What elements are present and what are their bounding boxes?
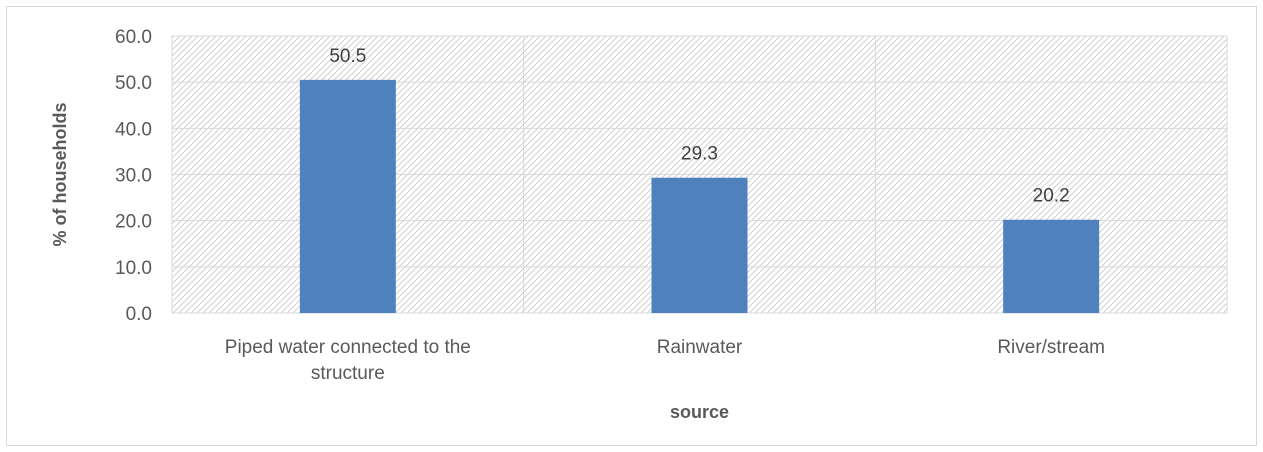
- y-tick-label: 10.0: [115, 258, 152, 279]
- y-tick-label: 30.0: [115, 166, 152, 187]
- bar: [1003, 219, 1100, 313]
- y-tick-label: 0.0: [126, 304, 152, 325]
- data-label: 50.5: [329, 46, 366, 67]
- bars: [299, 79, 1100, 313]
- x-tick-label: River/stream: [997, 337, 1105, 358]
- y-axis-ticks: 0.0 10.0 20.0 30.0 40.0 50.0 60.0: [115, 27, 152, 325]
- data-label: 29.3: [681, 144, 718, 165]
- x-tick-label: structure: [311, 363, 385, 384]
- x-axis-title: source: [670, 402, 729, 422]
- y-axis-title: % of households: [50, 103, 70, 247]
- y-tick-label: 50.0: [115, 73, 152, 94]
- y-tick-label: 20.0: [115, 212, 152, 233]
- x-tick-label: Rainwater: [657, 337, 743, 358]
- x-tick-label: Piped water connected to the: [225, 337, 471, 358]
- bar: [299, 79, 396, 313]
- y-tick-label: 40.0: [115, 119, 152, 140]
- bar: [651, 177, 748, 313]
- y-tick-label: 60.0: [115, 27, 152, 48]
- data-label: 20.2: [1033, 186, 1070, 207]
- data-labels: 50.5 29.3 20.2: [329, 46, 1069, 207]
- x-axis-ticks: Piped water connected to the structure Rai…: [225, 337, 1105, 384]
